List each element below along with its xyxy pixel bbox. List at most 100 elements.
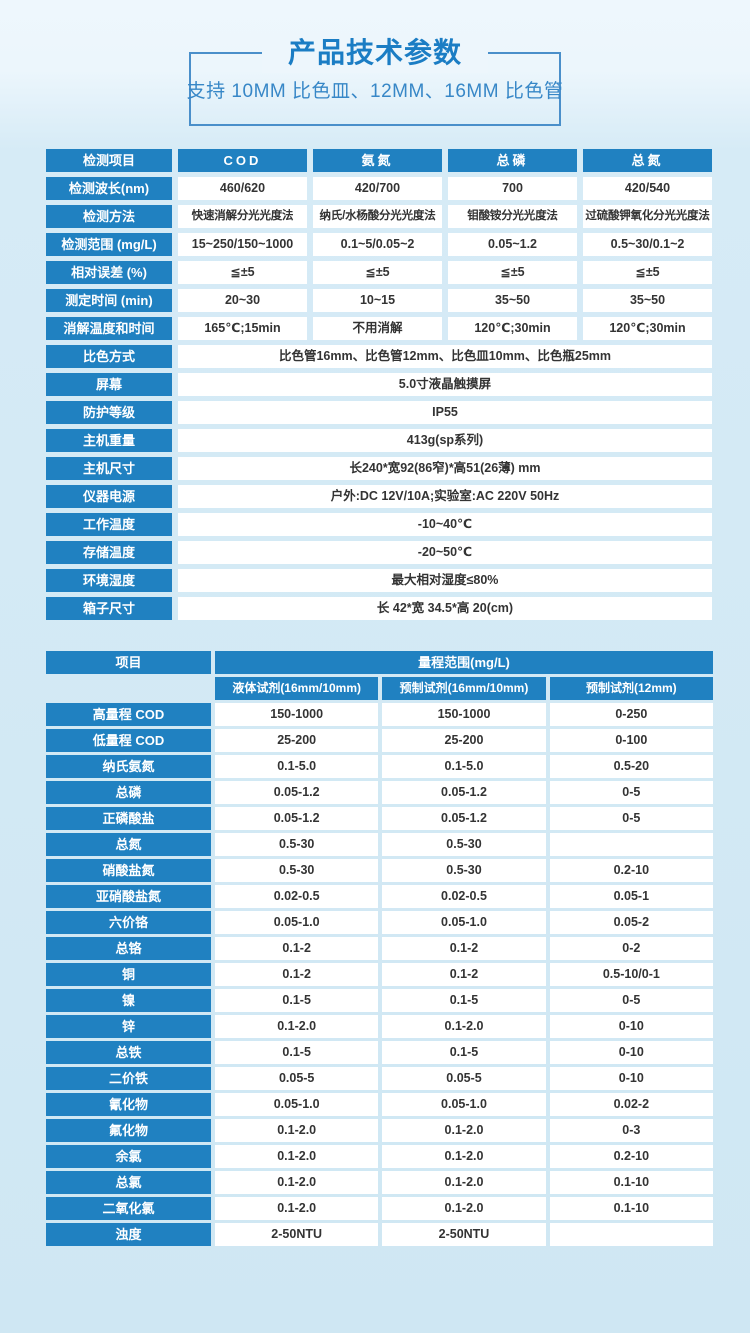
range-value-cell: 0.5-20 bbox=[549, 755, 713, 778]
range-value-cell: 0.1-2.0 bbox=[215, 1197, 379, 1220]
range-value-cell: 0.1-2.0 bbox=[215, 1171, 379, 1194]
range-row-label: 余氯 bbox=[46, 1145, 211, 1168]
range-value-cell: 0.5-30 bbox=[215, 833, 379, 856]
range-value-cell: 0-2 bbox=[549, 937, 713, 960]
range-value-cell: 0.1-2 bbox=[215, 937, 379, 960]
range-row-label: 氰化物 bbox=[46, 1093, 211, 1116]
spec-column-header: 总磷 bbox=[448, 149, 577, 172]
range-value-cell: 0-250 bbox=[549, 703, 713, 726]
range-row-label: 硝酸盐氮 bbox=[46, 859, 211, 882]
range-value-cell: 0.1-5 bbox=[215, 1041, 379, 1064]
range-row-label: 浊度 bbox=[46, 1223, 211, 1246]
range-value-cell: 0.1-5.0 bbox=[215, 755, 379, 778]
range-value-cell: 0.05-1 bbox=[549, 885, 713, 908]
range-value-cell: 0.1-2.0 bbox=[382, 1171, 546, 1194]
spec-value-cell: 35~50 bbox=[448, 289, 577, 312]
range-value-cell: 0.1-10 bbox=[549, 1197, 713, 1220]
spec-value-cell: ≦±5 bbox=[178, 261, 307, 284]
range-value-cell: 0.05-5 bbox=[382, 1067, 546, 1090]
spec-row-label: 测定时间 (min) bbox=[46, 289, 172, 312]
range-value-cell: 0.02-0.5 bbox=[215, 885, 379, 908]
spec-span-value-cell: 长240*宽92(86窄)*高51(26薄) mm bbox=[178, 457, 712, 480]
range-header: 量程范围(mg/L) bbox=[215, 651, 713, 674]
range-row-label: 总氮 bbox=[46, 833, 211, 856]
range-value-cell: 0.1-2.0 bbox=[215, 1119, 379, 1142]
range-value-cell: 0.1-5 bbox=[382, 989, 546, 1012]
spec-value-cell: 35~50 bbox=[583, 289, 712, 312]
spec-value-cell: 420/700 bbox=[313, 177, 442, 200]
range-row-label: 纳氏氨氮 bbox=[46, 755, 211, 778]
range-value-cell: 150-1000 bbox=[382, 703, 546, 726]
range-row-label: 总铁 bbox=[46, 1041, 211, 1064]
spec-row-label: 防护等级 bbox=[46, 401, 172, 424]
spec-value-cell: 纳氏/水杨酸分光光度法 bbox=[313, 205, 442, 228]
range-value-cell: 0.05-1.2 bbox=[382, 807, 546, 830]
range-value-cell: 0.1-2.0 bbox=[215, 1015, 379, 1038]
spec-row-label: 检测方法 bbox=[46, 205, 172, 228]
spec-column-header: 总氮 bbox=[583, 149, 712, 172]
spec-value-cell: 700 bbox=[448, 177, 577, 200]
spec-header-label: 检测项目 bbox=[46, 149, 172, 172]
range-value-cell: 0.1-2.0 bbox=[215, 1145, 379, 1168]
range-row-label: 低量程 COD bbox=[46, 729, 211, 752]
spec-value-cell: 不用消解 bbox=[313, 317, 442, 340]
range-value-cell: 0-5 bbox=[549, 807, 713, 830]
range-row-label: 正磷酸盐 bbox=[46, 807, 211, 830]
range-value-cell: 0.05-5 bbox=[215, 1067, 379, 1090]
range-value-cell: 0-10 bbox=[549, 1015, 713, 1038]
range-row-label: 亚硝酸盐氮 bbox=[46, 885, 211, 908]
spec-row-label: 仪器电源 bbox=[46, 485, 172, 508]
spec-value-cell: 420/540 bbox=[583, 177, 712, 200]
spec-value-cell: 快速消解分光光度法 bbox=[178, 205, 307, 228]
range-row-label: 锌 bbox=[46, 1015, 211, 1038]
spec-row-label: 主机尺寸 bbox=[46, 457, 172, 480]
range-subheader: 液体试剂(16mm/10mm) bbox=[215, 677, 379, 700]
spec-column-header: 氨氮 bbox=[313, 149, 442, 172]
spec-value-cell: 0.05~1.2 bbox=[448, 233, 577, 256]
range-value-cell: 0-3 bbox=[549, 1119, 713, 1142]
range-value-cell: 0.1-2.0 bbox=[382, 1197, 546, 1220]
range-value-cell: 25-200 bbox=[382, 729, 546, 752]
range-value-cell: 0.5-10/0-1 bbox=[549, 963, 713, 986]
spec-span-value-cell: -10~40℃ bbox=[178, 513, 712, 536]
subtitle-box: 产品技术参数 支持 10MM 比色皿、12MM、16MM 比色管 bbox=[186, 33, 564, 126]
range-value-cell: 0.1-5 bbox=[215, 989, 379, 1012]
spec-row-label: 消解温度和时间 bbox=[46, 317, 172, 340]
spec-span-value-cell: 比色管16mm、比色管12mm、比色皿10mm、比色瓶25mm bbox=[178, 345, 712, 368]
spec-row-label: 主机重量 bbox=[46, 429, 172, 452]
range-row-label: 高量程 COD bbox=[46, 703, 211, 726]
range-value-cell: 0-5 bbox=[549, 781, 713, 804]
spec-value-cell: ≦±5 bbox=[583, 261, 712, 284]
spec-row-label: 环境湿度 bbox=[46, 569, 172, 592]
range-value-cell: 0.05-1.2 bbox=[215, 781, 379, 804]
range-value-cell: 0.1-2.0 bbox=[382, 1015, 546, 1038]
range-value-cell: 0.02-2 bbox=[549, 1093, 713, 1116]
spec-row-label: 存储温度 bbox=[46, 541, 172, 564]
range-value-cell: 0.05-1.2 bbox=[215, 807, 379, 830]
spec-value-cell: 20~30 bbox=[178, 289, 307, 312]
page-background: { "page": { "title": "产品技术参数", "subtitle… bbox=[0, 33, 750, 1333]
range-value-cell: 0.1-2.0 bbox=[382, 1119, 546, 1142]
range-row-label: 总铬 bbox=[46, 937, 211, 960]
spec-span-value-cell: 5.0寸液晶触摸屏 bbox=[178, 373, 712, 396]
range-value-cell: 0-5 bbox=[549, 989, 713, 1012]
range-value-cell: 0.1-2 bbox=[382, 963, 546, 986]
range-value-cell: 2-50NTU bbox=[215, 1223, 379, 1246]
page-subtitle: 支持 10MM 比色皿、12MM、16MM 比色管 bbox=[186, 80, 564, 102]
spec-row-label: 屏幕 bbox=[46, 373, 172, 396]
page-title: 产品技术参数 bbox=[261, 33, 489, 73]
spec-row-label: 箱子尺寸 bbox=[46, 597, 172, 620]
spec-row-label: 检测波长(nm) bbox=[46, 177, 172, 200]
range-subheader: 预制试剂(16mm/10mm) bbox=[382, 677, 546, 700]
range-value-cell: 0.5-30 bbox=[382, 833, 546, 856]
range-table: 项目 量程范围(mg/L) 液体试剂(16mm/10mm) 预制试剂(16mm/10m… bbox=[46, 651, 713, 1246]
range-row-label: 二价铁 bbox=[46, 1067, 211, 1090]
spec-span-value-cell: 413g(sp系列) bbox=[178, 429, 712, 452]
range-value-cell: 150-1000 bbox=[215, 703, 379, 726]
range-row-label: 总磷 bbox=[46, 781, 211, 804]
spec-value-cell: ≦±5 bbox=[448, 261, 577, 284]
spec-value-cell: 460/620 bbox=[178, 177, 307, 200]
spec-value-cell: 0.5~30/0.1~2 bbox=[583, 233, 712, 256]
spec-span-value-cell: 最大相对湿度≤80% bbox=[178, 569, 712, 592]
spec-row-label: 相对误差 (%) bbox=[46, 261, 172, 284]
